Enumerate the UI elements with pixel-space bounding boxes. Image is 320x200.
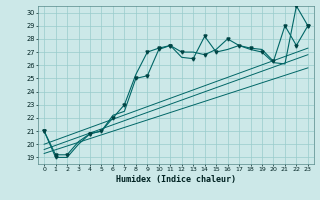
- X-axis label: Humidex (Indice chaleur): Humidex (Indice chaleur): [116, 175, 236, 184]
